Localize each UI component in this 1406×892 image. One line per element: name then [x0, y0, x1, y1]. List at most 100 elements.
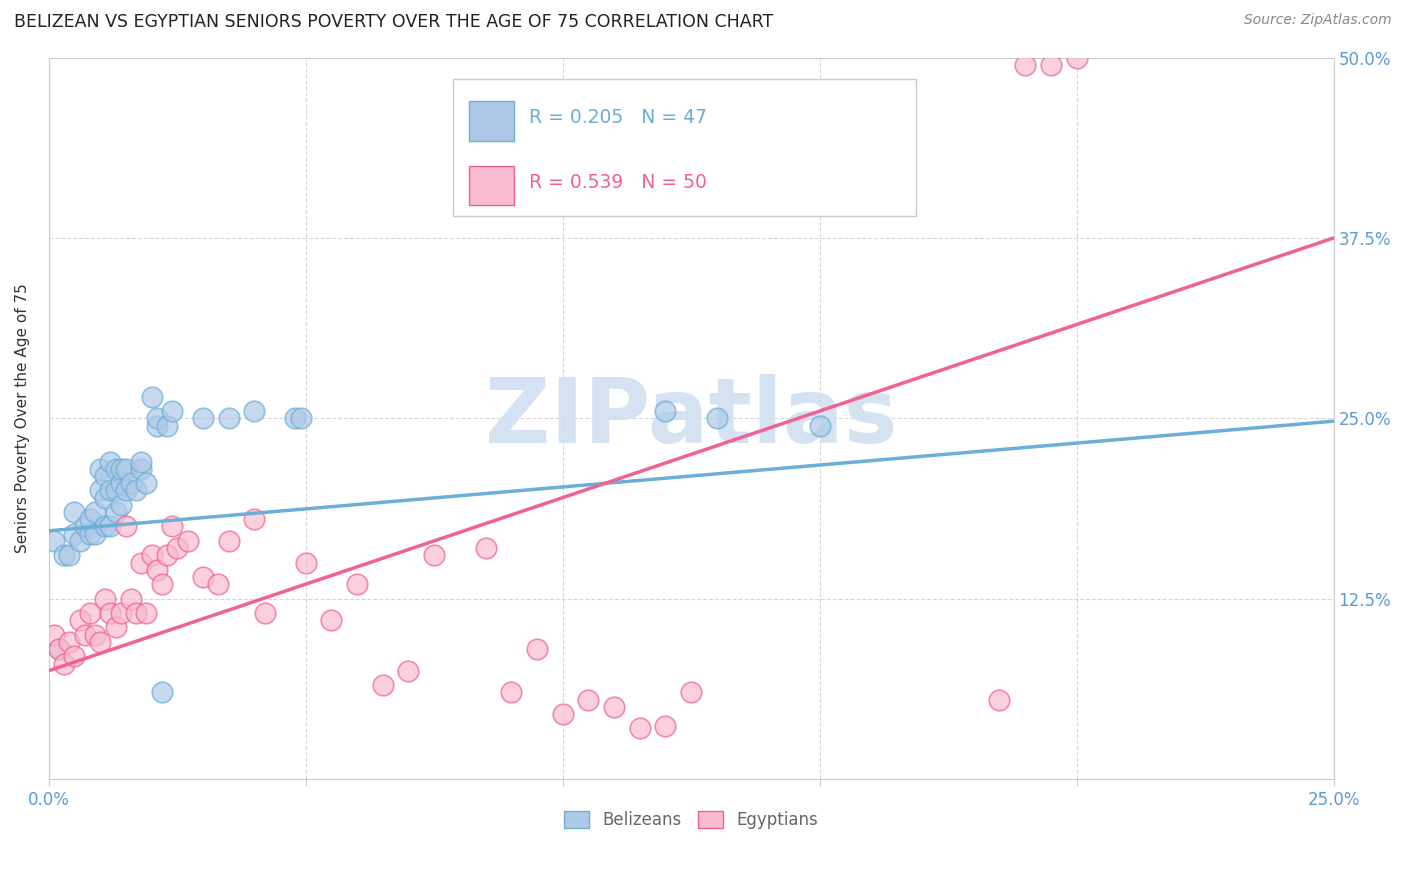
- Text: R = 0.205   N = 47: R = 0.205 N = 47: [529, 108, 707, 128]
- Point: [120, 476, 142, 491]
- Point: [114, 462, 136, 476]
- Point: [398, 664, 420, 678]
- Point: [135, 476, 157, 491]
- Point: [321, 613, 343, 627]
- Point: [58, 635, 80, 649]
- Point: [79, 526, 101, 541]
- Point: [551, 706, 574, 721]
- Point: [94, 519, 117, 533]
- Point: [100, 454, 122, 468]
- Point: [129, 462, 152, 476]
- Point: [243, 512, 266, 526]
- Point: [125, 483, 148, 498]
- Point: [501, 685, 523, 699]
- Point: [808, 418, 831, 433]
- Point: [104, 483, 127, 498]
- Point: [474, 541, 496, 555]
- Point: [988, 692, 1011, 706]
- Point: [294, 556, 316, 570]
- Point: [129, 454, 152, 468]
- Point: [253, 606, 276, 620]
- Point: [94, 591, 117, 606]
- Point: [628, 722, 651, 736]
- Point: [129, 556, 152, 570]
- Point: [53, 549, 76, 563]
- Point: [207, 577, 229, 591]
- Point: [63, 649, 86, 664]
- Point: [218, 411, 240, 425]
- Point: [1039, 58, 1062, 72]
- Point: [73, 519, 96, 533]
- Point: [160, 404, 183, 418]
- Point: [191, 570, 214, 584]
- Point: [150, 685, 173, 699]
- Point: [114, 519, 136, 533]
- Point: [290, 411, 312, 425]
- Point: [63, 526, 86, 541]
- Point: [135, 606, 157, 620]
- FancyBboxPatch shape: [454, 79, 915, 217]
- Point: [42, 628, 65, 642]
- Point: [654, 404, 676, 418]
- Point: [94, 469, 117, 483]
- Point: [145, 563, 167, 577]
- Point: [145, 418, 167, 433]
- Point: [141, 390, 163, 404]
- Point: [346, 577, 368, 591]
- Point: [125, 606, 148, 620]
- Point: [69, 533, 91, 548]
- Legend: Belizeans, Egyptians: Belizeans, Egyptians: [557, 804, 825, 836]
- Point: [100, 519, 122, 533]
- Point: [176, 533, 198, 548]
- Point: [114, 483, 136, 498]
- Point: [110, 462, 132, 476]
- Point: [100, 483, 122, 498]
- Point: [104, 505, 127, 519]
- Point: [89, 483, 111, 498]
- Point: [42, 533, 65, 548]
- Point: [89, 635, 111, 649]
- Point: [576, 692, 599, 706]
- Point: [53, 657, 76, 671]
- Point: [150, 577, 173, 591]
- Point: [120, 591, 142, 606]
- Point: [145, 411, 167, 425]
- FancyBboxPatch shape: [468, 102, 513, 141]
- Point: [48, 642, 70, 657]
- Point: [48, 642, 70, 657]
- Point: [526, 642, 548, 657]
- FancyBboxPatch shape: [468, 166, 513, 205]
- Point: [84, 628, 107, 642]
- Point: [100, 606, 122, 620]
- Point: [73, 628, 96, 642]
- Point: [706, 411, 728, 425]
- Point: [89, 462, 111, 476]
- Point: [79, 512, 101, 526]
- Point: [156, 549, 179, 563]
- Point: [284, 411, 307, 425]
- Text: ZIPatlas: ZIPatlas: [485, 375, 897, 462]
- Point: [191, 411, 214, 425]
- Point: [1014, 58, 1036, 72]
- Point: [156, 418, 179, 433]
- Point: [160, 519, 183, 533]
- Point: [681, 685, 703, 699]
- Point: [110, 606, 132, 620]
- Text: R = 0.539   N = 50: R = 0.539 N = 50: [529, 172, 707, 192]
- Point: [104, 620, 127, 634]
- Y-axis label: Seniors Poverty Over the Age of 75: Seniors Poverty Over the Age of 75: [15, 284, 30, 553]
- Point: [218, 533, 240, 548]
- Point: [141, 549, 163, 563]
- Point: [371, 678, 394, 692]
- Text: Source: ZipAtlas.com: Source: ZipAtlas.com: [1244, 13, 1392, 28]
- Point: [104, 462, 127, 476]
- Point: [166, 541, 188, 555]
- Point: [243, 404, 266, 418]
- Point: [69, 613, 91, 627]
- Point: [63, 505, 86, 519]
- Point: [603, 699, 626, 714]
- Point: [110, 498, 132, 512]
- Point: [79, 606, 101, 620]
- Text: BELIZEAN VS EGYPTIAN SENIORS POVERTY OVER THE AGE OF 75 CORRELATION CHART: BELIZEAN VS EGYPTIAN SENIORS POVERTY OVE…: [14, 13, 773, 31]
- Point: [84, 526, 107, 541]
